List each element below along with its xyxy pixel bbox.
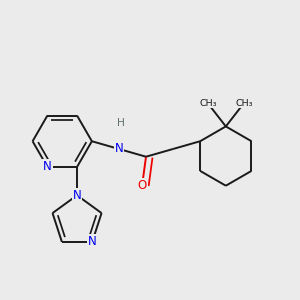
Text: O: O (137, 178, 147, 192)
Text: N: N (115, 142, 123, 155)
Text: H: H (116, 118, 124, 128)
Text: N: N (88, 236, 97, 248)
Text: CH₃: CH₃ (235, 99, 253, 108)
Text: N: N (73, 189, 81, 202)
Text: CH₃: CH₃ (199, 99, 217, 108)
Text: N: N (43, 160, 52, 173)
